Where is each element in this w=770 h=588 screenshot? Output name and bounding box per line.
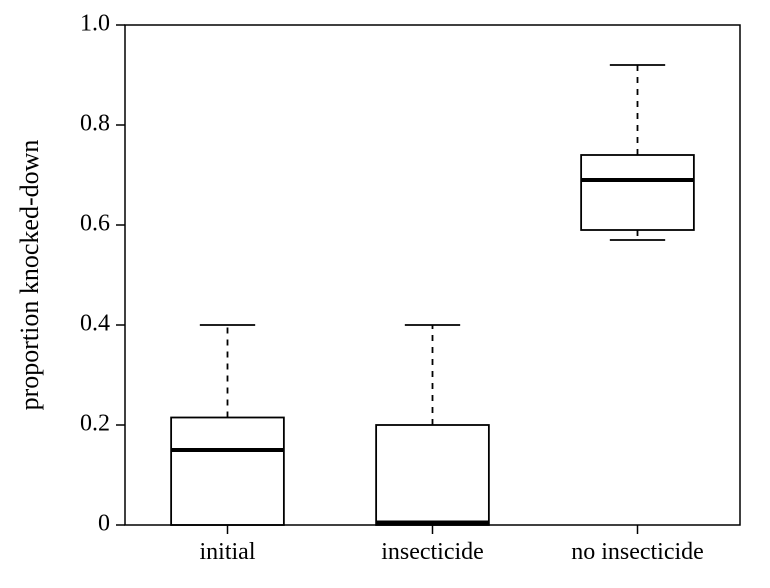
boxplot-insecticide — [376, 325, 489, 525]
y-axis-title: proportion knocked-down — [15, 140, 44, 411]
y-tick-label: 0.6 — [80, 211, 110, 237]
box — [581, 155, 694, 230]
x-tick-label: insecticide — [381, 539, 484, 565]
y-tick-label: 0.4 — [80, 311, 110, 337]
boxplot-no-insecticide — [581, 65, 694, 240]
box — [376, 425, 489, 525]
x-tick-label: no insecticide — [571, 539, 704, 565]
y-tick-label: 0.2 — [80, 411, 110, 437]
y-tick-label: 0.8 — [80, 111, 110, 137]
x-tick-label: initial — [200, 539, 256, 565]
y-tick-label: 0 — [98, 511, 110, 537]
boxplot-initial — [171, 325, 284, 525]
box — [171, 418, 284, 526]
y-tick-label: 1.0 — [80, 11, 110, 37]
